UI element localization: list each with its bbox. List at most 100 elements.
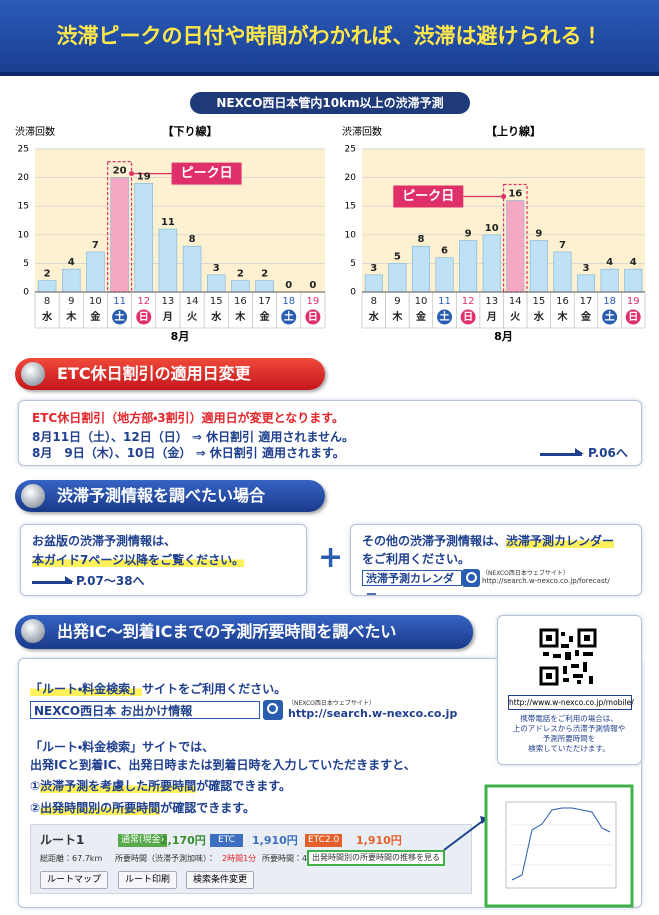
weekday-label: 金 (260, 310, 271, 323)
y-tick-label: 0 (23, 288, 29, 298)
x-axis-label: 8月 (171, 330, 190, 343)
bar (37, 280, 57, 293)
value-label: 9 (535, 229, 542, 240)
value-label: 4 (68, 257, 75, 268)
value-label: 9 (465, 229, 472, 240)
y-tick-label: 10 (345, 230, 357, 240)
site-note: （NEXCO西日本ウェブサイト） (288, 700, 375, 707)
header-band (0, 0, 659, 76)
x-tick-label: 8 (44, 296, 50, 307)
weekday-label: 水 (533, 310, 545, 323)
weekday-label: 日 (628, 311, 638, 323)
price: 2,170円 (160, 834, 206, 847)
y-tick-label: 25 (18, 145, 29, 155)
bar (577, 274, 596, 293)
y-axis-label: 渋滞回数 (342, 125, 382, 138)
y-tick-label: 20 (345, 173, 357, 183)
trend-button[interactable]: 出発時間別の所要時間の推移を見る (307, 850, 445, 866)
bar (553, 251, 572, 293)
forecast-left-text: 本ガイド7ページ以降をご覧ください。 (32, 551, 245, 568)
weekday-label: 水 (368, 310, 380, 323)
x-tick-label: 14 (509, 296, 522, 307)
point: ①渋滞予測を考慮した所要時間が確認できます。 (30, 777, 291, 794)
x-tick-label: 18 (603, 296, 616, 307)
bar (459, 240, 478, 293)
x-tick-label: 15 (533, 296, 546, 307)
etc-box (18, 400, 642, 466)
mobile-note: 携帯電話をご利用の場合は、 上のアドレスから渋滞予測情報や 予測所要時間を 検索… (498, 714, 640, 754)
bar (388, 263, 407, 293)
highlight: 渋滞予測カレンダー (506, 534, 615, 548)
y-tick-label: 20 (18, 173, 30, 183)
note-line: 携帯電話をご利用の場合は、 (520, 714, 618, 723)
intro: 「ルート・料金検索」サイトをご利用ください。 (30, 680, 286, 697)
time-plain: 所要時間：48分 (262, 854, 321, 863)
route-button[interactable]: ルートマップ (40, 871, 109, 889)
text: その他の渋滞予測情報は、 (362, 534, 507, 548)
search-box[interactable]: 渋滞予測カレンダー (362, 570, 462, 601)
value-label: 7 (559, 240, 566, 251)
bar (624, 268, 643, 293)
weekday-label: 土 (605, 310, 615, 323)
page-link[interactable]: P.07〜38へ (76, 574, 145, 588)
x-tick-label: 11 (113, 296, 126, 307)
forecast-right-text: をご利用ください。 (362, 552, 471, 566)
plus-icon: + (318, 540, 344, 575)
trend-screenshot (443, 784, 634, 908)
url[interactable]: http://search.w-nexco.co.jp (288, 707, 458, 720)
bar (231, 280, 250, 293)
weekday-label: 木 (65, 310, 77, 323)
note-line: 上のアドレスから渋滞予測情報や (512, 724, 626, 733)
bar (207, 274, 226, 293)
mobile-url[interactable]: http://www.w-nexco.co.jp/mobile/ (508, 695, 634, 710)
y-axis-label: 渋滞回数 (15, 125, 55, 138)
annotation-box (393, 185, 464, 208)
travel-heading-text: 出発IC〜到着ICまでの予測所要時間を調べたい (57, 622, 397, 641)
x-tick-label: 11 (438, 296, 451, 307)
travel-heading: 出発IC〜到着ICまでの予測所要時間を調べたい (15, 615, 473, 649)
header-title: 渋滞ピークの日付や時間がわかれば、渋滞は避けられる！ (56, 24, 603, 48)
value-label: 11 (161, 217, 175, 228)
x-tick-label: 17 (258, 296, 271, 307)
search-icon[interactable] (462, 569, 480, 587)
etc-line: 8月 9日（木）、10日（金） ⇒ 休日割引 適用されます。 (32, 446, 345, 460)
etc-heading: ETC休日割引の適用日変更 (15, 358, 325, 390)
weekday-badge (136, 309, 152, 325)
value-label: 2 (237, 269, 244, 280)
weekday-label: 木 (391, 310, 403, 323)
search-box[interactable]: NEXCO西日本 お出かけ情報 (30, 701, 260, 719)
bar (86, 251, 105, 293)
search-icon[interactable] (263, 700, 283, 720)
y-tick-label: 5 (23, 259, 29, 269)
bar (110, 177, 129, 293)
weekday-label: 金 (416, 310, 427, 323)
weekday-label: 水 (41, 310, 53, 323)
text: が確認できます。 (160, 801, 255, 815)
page-link[interactable]: P.06へ (588, 446, 628, 460)
weekday-label: 日 (308, 311, 318, 323)
weekday-label: 木 (234, 310, 246, 323)
time-value: 2時間1分 (222, 854, 257, 863)
note-line: 検索していただけます。 (528, 744, 610, 753)
value-label: 16 (508, 188, 522, 199)
value-label: 3 (370, 263, 377, 274)
weekday-label: 月 (486, 311, 497, 323)
category-cell (203, 291, 229, 329)
route-name: ルート1 (40, 833, 85, 847)
value-label: 19 (137, 171, 151, 182)
route-button[interactable]: 検索条件変更 (186, 871, 255, 889)
value-label: 7 (92, 240, 99, 251)
weekday-badge (460, 309, 476, 325)
annotation: ピーク日 (402, 189, 454, 204)
y-tick-label: 10 (18, 230, 30, 240)
x-tick-label: 13 (162, 296, 175, 307)
bar (255, 280, 274, 293)
y-tick-label: 5 (350, 259, 356, 269)
value-label: 2 (44, 269, 51, 280)
route-button[interactable]: ルート印刷 (118, 871, 178, 889)
qr-code (539, 628, 597, 686)
url[interactable]: http://search.w-nexco.co.jp/forecast/ (482, 577, 610, 585)
arrow (32, 576, 74, 584)
